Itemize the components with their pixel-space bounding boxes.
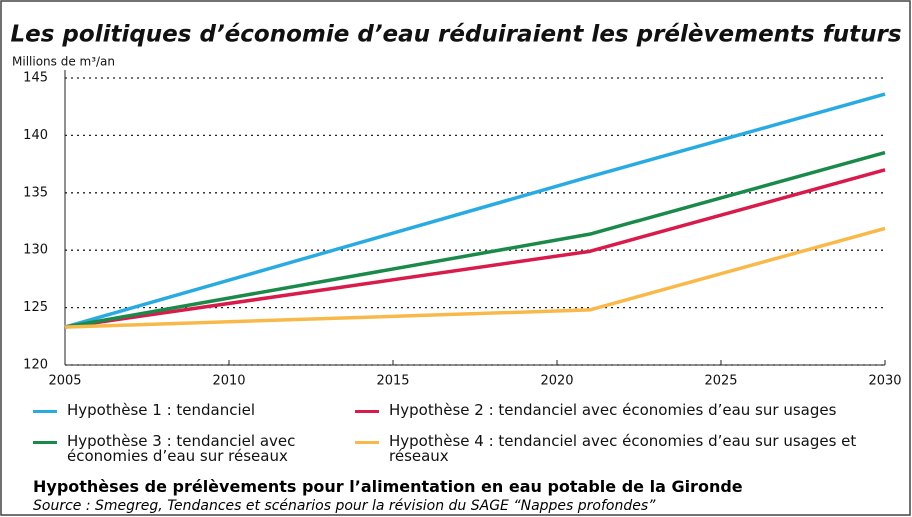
chart-title: Les politiques d’économie d’eau réduirai… bbox=[10, 22, 901, 48]
series-line bbox=[64, 226, 886, 329]
series-line bbox=[64, 150, 886, 329]
legend-label: Hypothèse 2 : tendanciel avec économies … bbox=[389, 401, 837, 419]
x-tick-label: 2030 bbox=[868, 374, 901, 389]
x-tick-label: 2020 bbox=[540, 374, 573, 389]
y-tick-label: 145 bbox=[23, 71, 48, 86]
y-tick-label: 135 bbox=[23, 185, 48, 200]
legend-swatch bbox=[33, 410, 57, 413]
legend-swatch bbox=[355, 410, 379, 413]
series-line bbox=[64, 92, 886, 329]
x-tick-label: 2005 bbox=[48, 374, 81, 389]
y-tick-label: 125 bbox=[23, 300, 48, 315]
subtitle: Hypothèses de prélèvements pour l’alimen… bbox=[33, 477, 743, 496]
legend-label: Hypothèse 4 : tendanciel avec économies … bbox=[389, 432, 857, 465]
y-tick-label: 140 bbox=[23, 128, 48, 143]
legend-swatch bbox=[33, 441, 57, 444]
legend-label: Hypothèse 1 : tendanciel bbox=[67, 401, 256, 419]
y-axis-label: Millions de m³/an bbox=[12, 55, 115, 69]
legend-swatch bbox=[355, 441, 379, 444]
x-tick-label: 2015 bbox=[376, 374, 409, 389]
y-tick-label: 130 bbox=[23, 243, 48, 258]
source: Source : Smegreg, Tendances et scénarios… bbox=[33, 498, 656, 514]
x-tick-label: 2025 bbox=[704, 374, 737, 389]
legend-label: Hypothèse 3 : tendanciel avec économies … bbox=[67, 432, 296, 465]
y-tick-label: 120 bbox=[23, 358, 48, 373]
x-tick-label: 2010 bbox=[212, 374, 245, 389]
series-line bbox=[64, 168, 886, 329]
